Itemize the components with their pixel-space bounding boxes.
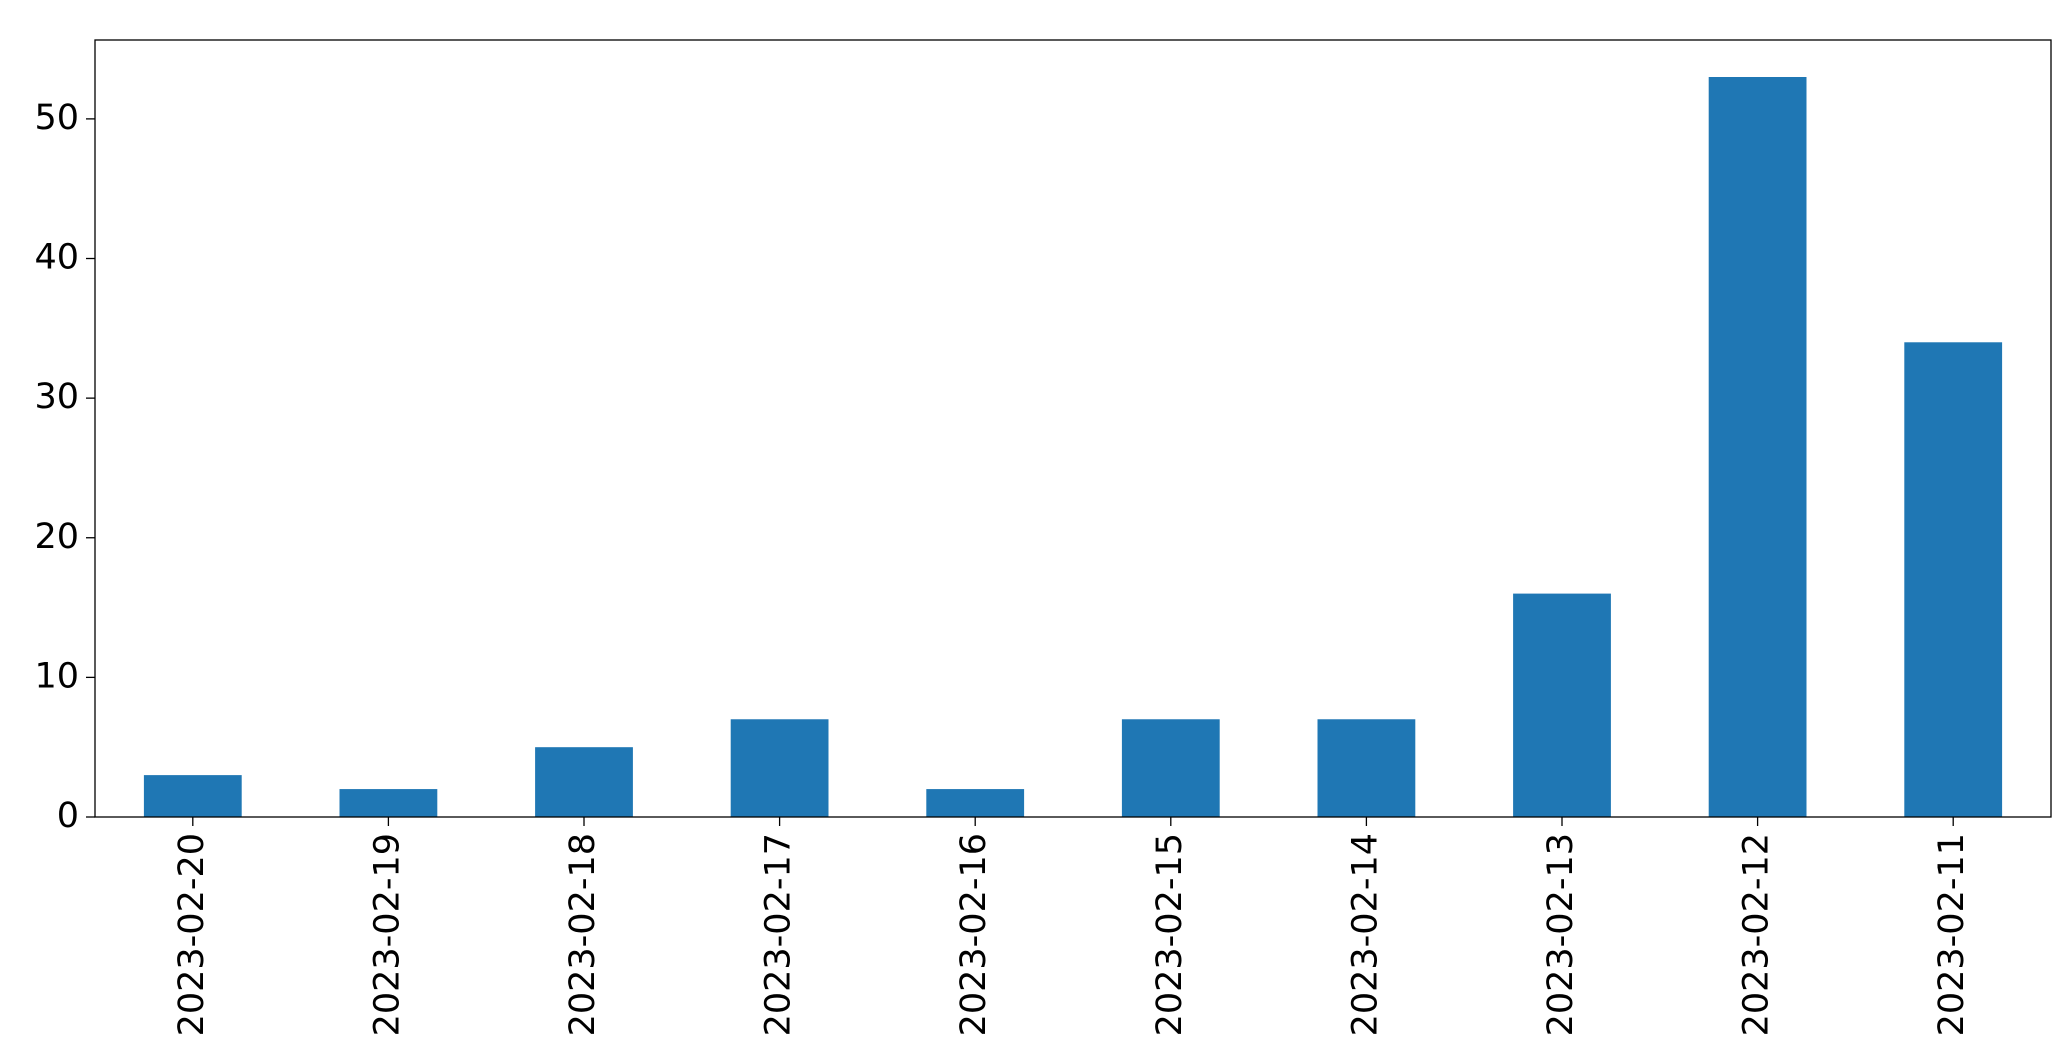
x-tick-label: 2023-02-16 bbox=[954, 833, 994, 1036]
x-tick-label: 2023-02-14 bbox=[1345, 833, 1385, 1036]
y-tick-label: 10 bbox=[34, 656, 79, 696]
x-tick-label: 2023-02-12 bbox=[1737, 833, 1777, 1036]
y-tick-label: 40 bbox=[34, 238, 79, 278]
x-tick-label: 2023-02-20 bbox=[172, 833, 212, 1036]
y-tick-label: 30 bbox=[34, 377, 79, 417]
x-tick-label: 2023-02-18 bbox=[563, 833, 603, 1036]
bar bbox=[143, 775, 242, 817]
bar bbox=[1904, 342, 2003, 817]
bar bbox=[730, 719, 829, 817]
bar bbox=[535, 747, 633, 817]
bar bbox=[1708, 77, 1807, 817]
y-tick-label: 20 bbox=[34, 517, 79, 557]
x-tick-label: 2023-02-15 bbox=[1150, 833, 1190, 1036]
x-tick-label: 2023-02-17 bbox=[759, 833, 799, 1036]
bar bbox=[339, 789, 438, 817]
y-tick-label: 0 bbox=[57, 796, 79, 836]
plot-frame bbox=[94, 39, 2052, 818]
y-tick-label: 50 bbox=[34, 98, 79, 138]
x-tick-label: 2023-02-11 bbox=[1932, 833, 1972, 1036]
bar bbox=[1121, 719, 1220, 817]
bar bbox=[926, 789, 1025, 817]
x-tick-label: 2023-02-19 bbox=[367, 833, 407, 1036]
bar bbox=[1317, 719, 1416, 817]
x-tick-label: 2023-02-13 bbox=[1541, 833, 1581, 1036]
bar bbox=[1513, 593, 1611, 817]
